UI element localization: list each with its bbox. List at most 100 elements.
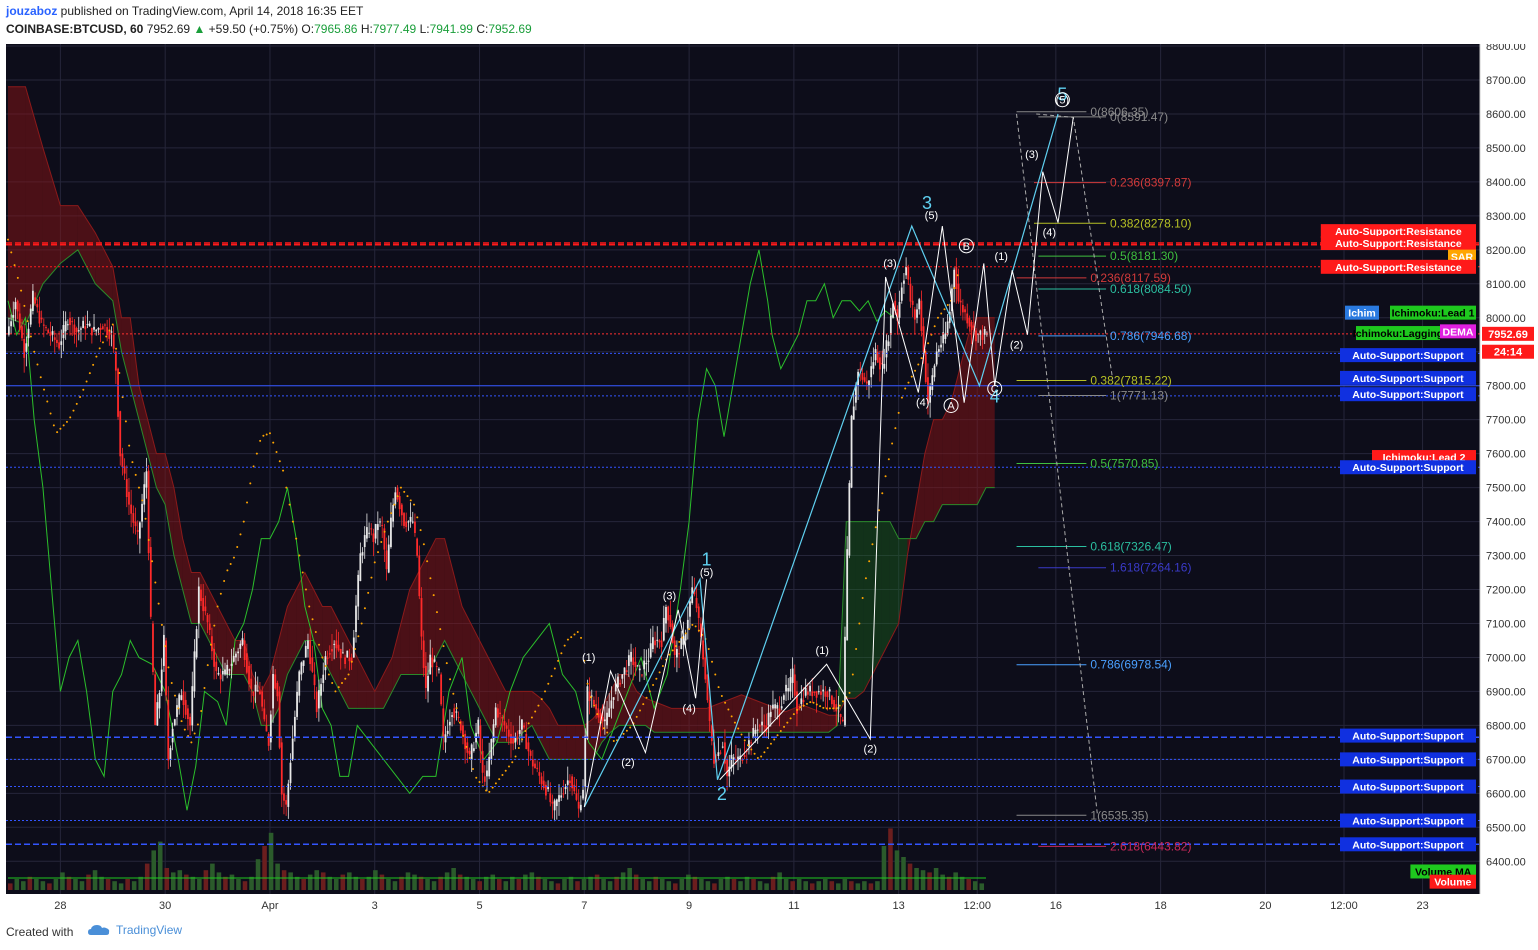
wave-label-minor: (1) [995,251,1008,263]
sar-dot [282,469,285,472]
candle-body [187,708,189,720]
cloud-segment [77,205,96,284]
sar-dot [573,633,576,636]
candle-body [536,767,539,769]
candle-body [885,340,888,358]
sar-dot [485,789,488,792]
candle-body [261,691,264,707]
y-tick-label: 7600.00 [1486,449,1526,461]
candle-body [307,640,309,649]
volume-bar [731,879,737,890]
cloud-segment [671,708,681,733]
sar-dot [406,495,409,498]
last-price: 7952.69 [146,22,191,36]
sar-dot [242,520,245,523]
volume-bar [79,881,85,890]
candle-body [385,550,388,570]
tradingview-link[interactable]: TradingView [88,923,182,937]
candle-body [296,691,298,717]
candle-body [769,711,772,717]
volume-bar [575,881,580,890]
author-link[interactable]: jouzaboz [6,4,58,18]
candle-body [405,521,408,528]
footer: Created with TradingView [0,914,1538,950]
sar-dot [439,628,442,631]
sar-dot [488,790,491,793]
candle-body [824,691,827,697]
fib-level-label: 0.382(8278.10) [1110,216,1191,230]
candle-body [274,674,277,689]
candle-body [481,750,484,773]
sar-dot [740,733,743,736]
candle-body [171,728,174,743]
candle-body [826,691,829,698]
sar-dot [131,461,134,464]
candle-body [23,338,26,358]
sar-dot [900,396,903,399]
candle-body [492,724,495,743]
candle-body [132,513,135,523]
sar-dot [864,577,867,580]
candle-body [477,719,480,734]
volume-bar [620,872,626,890]
axis-price-tag [1482,326,1534,341]
cloud-segment [392,623,401,692]
candle-body [697,606,700,618]
wave-label-minor: (5) [700,567,713,579]
sar-dot [259,439,262,442]
cloud-segment [496,674,506,743]
volume-bar [105,879,111,890]
sar-dot [711,660,714,663]
sar-dot [416,516,419,519]
candle-body [429,654,432,675]
candle-body [662,617,665,641]
candle-body [846,549,849,641]
sar-dot [521,738,524,741]
volume-bar [431,881,437,890]
axis-price-tag-label: 7952.69 [1488,329,1528,341]
sar-dot [357,635,360,638]
candle-body [243,640,246,661]
candle-body [944,333,947,339]
candle-body [278,691,281,748]
cloud-segment [470,623,480,709]
volume-bar [203,870,209,890]
candle-body [119,411,122,457]
volume-bar [822,879,828,890]
candle-body [213,648,216,667]
sar-dot [393,503,396,506]
candle-body [850,415,853,488]
candle-body [173,719,176,726]
candle-body [724,742,726,764]
legend-tag-label: Auto-Support:Support [1352,389,1464,401]
price-change: +59.50 (+0.75%) [208,22,299,36]
y-tick-label: 8700.00 [1486,75,1526,87]
sar-dot [773,738,776,741]
candle-body [366,527,368,539]
sar-dot [910,375,913,378]
candle-body [800,698,803,705]
sar-dot [124,420,127,423]
candle-body [110,331,113,333]
sar-dot [517,747,520,750]
sar-dot [851,673,854,676]
candle-body [390,517,392,548]
candle-body [641,674,643,676]
candle-body [267,733,270,746]
candle-body [86,324,89,326]
candle-body [368,532,370,534]
candle-body [490,738,493,760]
volume-bar [901,857,906,890]
candle-body [14,301,17,310]
sar-dot [691,623,694,626]
candle-body [464,733,467,750]
sar-dot [855,647,858,650]
price-chart[interactable]: 0(8606.35)0(8591.47) 0.236(8397.87) 0.382(… [0,44,1538,914]
sar-dot [118,371,121,374]
sar-dot [756,756,759,759]
publish-line: jouzaboz published on TradingView.com, A… [6,4,363,18]
candle-body [837,707,840,709]
candle-body [665,606,667,624]
candle-body [540,776,543,785]
cloud-segment [523,691,532,733]
